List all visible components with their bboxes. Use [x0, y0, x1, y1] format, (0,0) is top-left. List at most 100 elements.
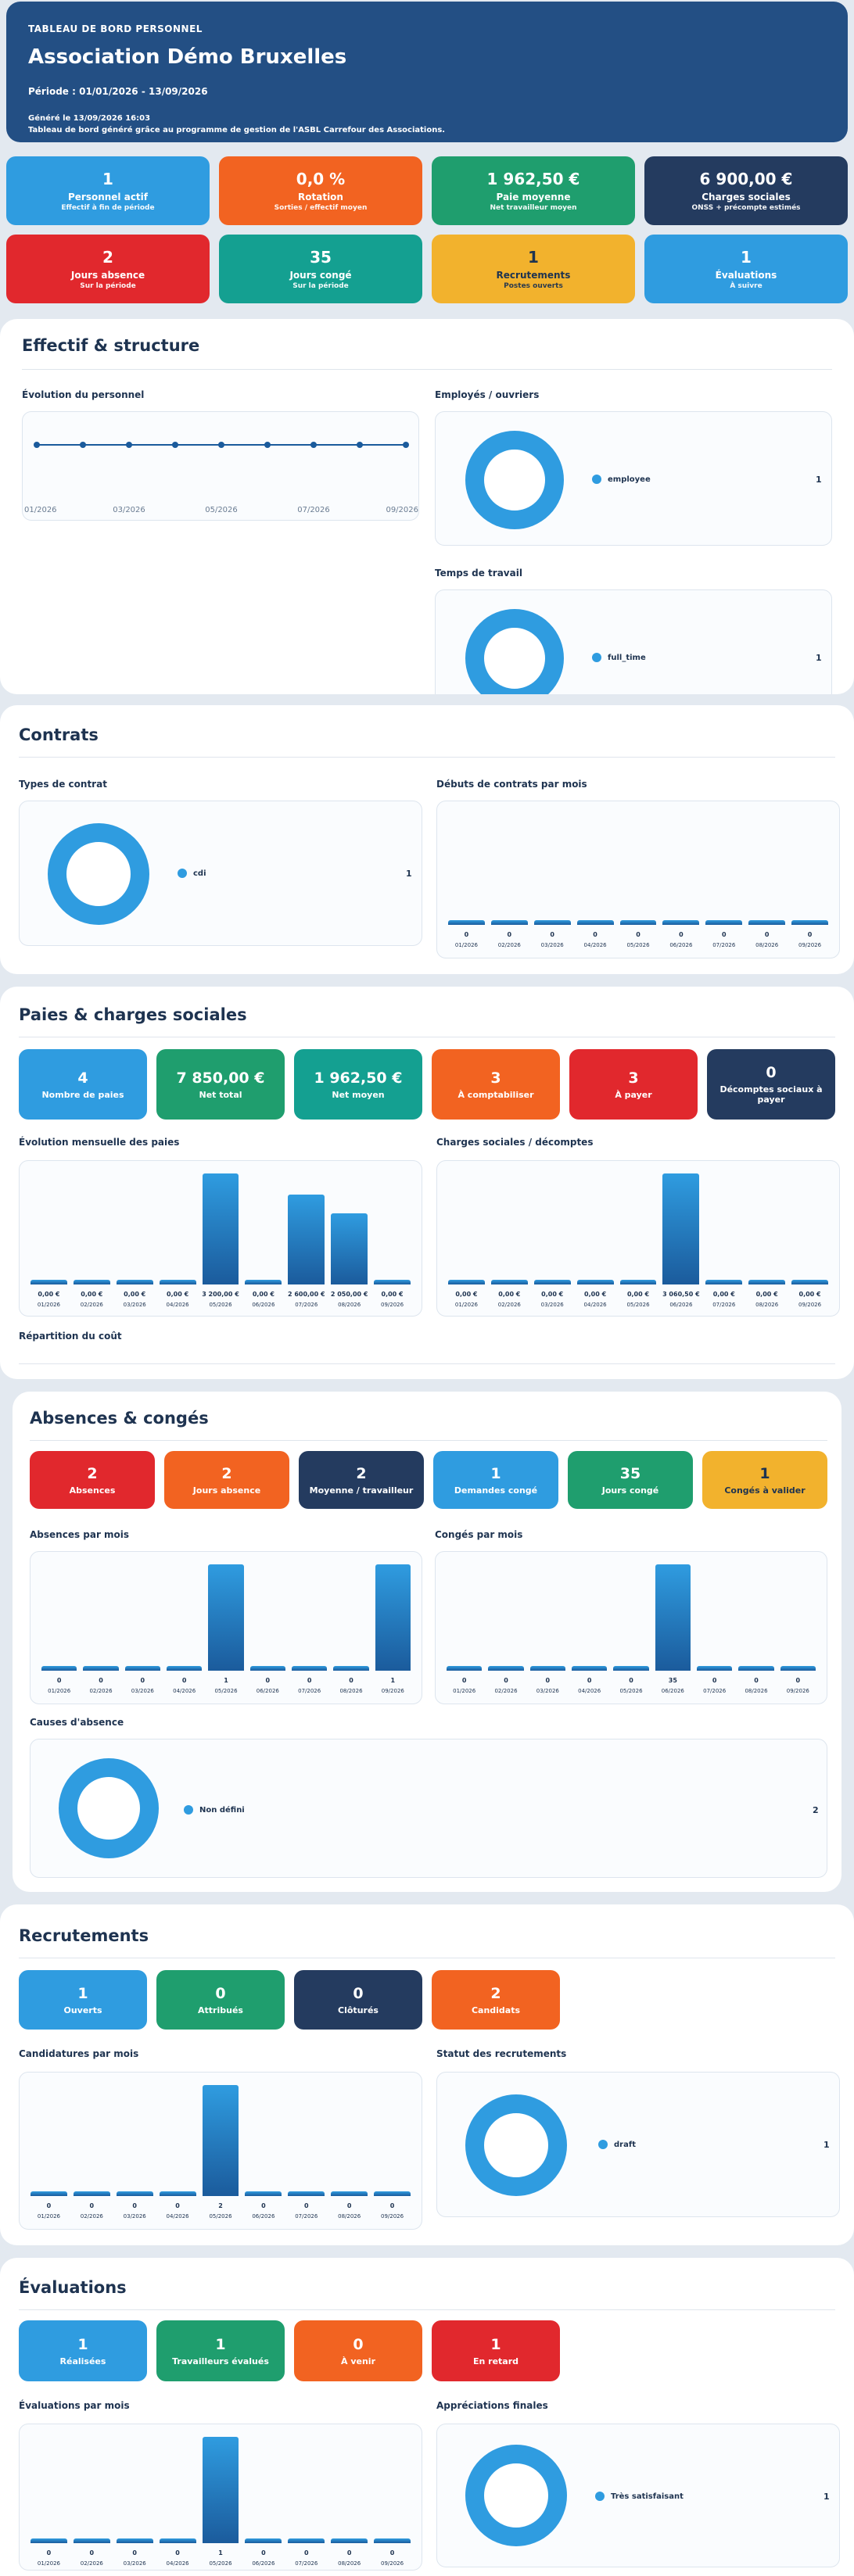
- bar-value-label: 0: [389, 2202, 395, 2209]
- line-point-09-2026: [403, 442, 409, 448]
- bar-month-label: 03/2026: [123, 1302, 146, 1308]
- kpi-label: Absences: [69, 1485, 116, 1496]
- bar-chart-conges-mois: 0 01/2026 0 02/2026 0 03/2026 0 04/2026 0 05/2026…: [435, 1551, 827, 1704]
- legend-dot: [592, 475, 601, 484]
- bar-value-label: 0: [504, 1677, 508, 1684]
- kpi-label: Recrutements: [496, 270, 571, 281]
- panel-title-evolution-paies: Évolution mensuelle des paies: [19, 1137, 180, 1148]
- line-point-05-2026: [218, 442, 224, 448]
- legend-value-tres-satisfaisant: 1: [824, 2492, 830, 2502]
- bar-09-2026: [374, 2191, 411, 2196]
- bar-value-label: 0,00 €: [626, 1291, 650, 1298]
- panel-title-statut-recrutements: Statut des recrutements: [436, 2048, 567, 2059]
- bar-09-2026: [780, 1666, 816, 1671]
- page-title: Association Démo Bruxelles: [28, 45, 347, 69]
- bar-month-label: 08/2026: [755, 942, 779, 948]
- bar-month-label: 01/2026: [37, 2560, 60, 2567]
- kpi-card-a-venir: 0 À venir: [294, 2320, 422, 2381]
- bar-03-2026: [533, 1280, 571, 1284]
- bar-06-2026: [249, 1666, 285, 1671]
- line-point-04-2026: [172, 442, 178, 448]
- bar-02-2026: [488, 1666, 524, 1671]
- bar-month-label: 08/2026: [338, 2213, 361, 2220]
- bar-value-label: 0,00 €: [712, 1291, 735, 1298]
- bar-month-label: 07/2026: [298, 1688, 321, 1694]
- bar-02-2026: [490, 920, 528, 925]
- bar-09-2026: [374, 1280, 411, 1284]
- kpi-label: En retard: [472, 2356, 519, 2366]
- bar-value-label: 0,00 €: [541, 1291, 564, 1298]
- kpi-card-evaluations: 1 Évaluations À suivre: [644, 235, 848, 303]
- legend-label-employee: employee: [608, 475, 651, 484]
- kpi-value: 2: [102, 248, 113, 267]
- bar-value-label: 0: [265, 1677, 271, 1684]
- bar-chart-evaluations-mois: 0 01/2026 0 02/2026 0 03/2026 0 04/2026 1 05/2026…: [19, 2424, 422, 2571]
- bar-month-label: 03/2026: [131, 1688, 154, 1694]
- bar-06-2026: [655, 1564, 691, 1671]
- bar-month-label: 05/2026: [214, 1688, 238, 1694]
- bar-08-2026: [331, 1213, 368, 1284]
- bar-01-2026: [30, 1280, 67, 1284]
- donut-panel-appreciations: Très satisfaisant 1: [436, 2424, 840, 2567]
- bar-month-label: 04/2026: [166, 2560, 189, 2567]
- bar-month-label: 08/2026: [339, 1688, 363, 1694]
- kpi-label: Paie moyenne: [496, 192, 571, 202]
- bar-month-label: 09/2026: [381, 1302, 404, 1308]
- bar-value-label: 0: [349, 1677, 353, 1684]
- kpi-label: Jours absence: [192, 1485, 261, 1496]
- kpi-value: 3: [490, 1069, 501, 1087]
- kpi-card-jours-absence: 2 Jours absence: [164, 1451, 289, 1509]
- kpi-value: 1: [102, 170, 113, 188]
- x-tick-label: 09/2026: [386, 506, 418, 514]
- panel-title-conges-mois: Congés par mois: [435, 1529, 523, 1540]
- x-tick-label: 01/2026: [24, 506, 57, 514]
- generated-date: Généré le 13/09/2026 16:03: [28, 114, 151, 123]
- panel-title-candidatures: Candidatures par mois: [19, 2048, 139, 2059]
- bar-06-2026: [662, 1173, 700, 1284]
- bar-month-label: 02/2026: [80, 2213, 103, 2220]
- bar-value-label: 0: [46, 2549, 52, 2556]
- section-paies: Paies & charges sociales 4 Nombre de paie…: [0, 987, 854, 1379]
- legend-dot: [598, 2140, 608, 2149]
- kpi-label: Ouverts: [63, 2005, 102, 2015]
- kpi-value: 6 900,00 €: [699, 170, 793, 188]
- bar-month-label: 06/2026: [252, 1302, 275, 1308]
- kpi-label: Décomptes sociaux à payer: [719, 1084, 823, 1105]
- bar-07-2026: [288, 1194, 325, 1284]
- bar-08-2026: [748, 920, 786, 925]
- bar-value-label: 0: [303, 2549, 309, 2556]
- kpi-card-nombre-de-paies: 4 Nombre de paies: [19, 1049, 147, 1120]
- kpi-label: À payer: [615, 1089, 652, 1100]
- donut-chart-statut: [465, 2094, 567, 2196]
- bar-value-label: 0: [181, 1677, 187, 1684]
- bar-value-label: 0: [175, 2549, 180, 2556]
- bar-month-label: 09/2026: [381, 1688, 404, 1694]
- kpi-value: 1: [528, 248, 539, 267]
- bar-05-2026: [619, 920, 657, 925]
- bar-month-label: 03/2026: [123, 2560, 146, 2567]
- panel-title-appreciations: Appréciations finales: [436, 2400, 548, 2411]
- kpi-label: Charges sociales: [702, 192, 791, 202]
- kpi-value: 7 850,00 €: [176, 1069, 265, 1087]
- legend-label-cdi: cdi: [193, 869, 206, 878]
- bar-month-label: 03/2026: [540, 942, 564, 948]
- bar-month-label: 05/2026: [626, 1302, 650, 1308]
- dashboard-header: TABLEAU DE BORD PERSONNEL Association Dé…: [6, 2, 848, 142]
- kpi-label: Rotation: [298, 192, 343, 202]
- bar-value-label: 1: [224, 1677, 228, 1684]
- bar-value-label: 0: [56, 1677, 62, 1684]
- kpi-card-jours-conge: 35 Jours congé: [568, 1451, 693, 1509]
- kpi-value: 1: [490, 2335, 501, 2353]
- bar-value-label: 1: [390, 1677, 396, 1684]
- kpi-value: 2: [356, 1464, 367, 1482]
- bar-value-label: 0,00 €: [498, 1291, 521, 1298]
- bar-01-2026: [448, 1280, 485, 1284]
- legend-dot: [178, 869, 187, 878]
- kpi-value: 2: [87, 1464, 98, 1482]
- kpi-card-rotation: 0,0 % Rotation Sorties / effectif moyen: [219, 156, 422, 225]
- bar-month-label: 04/2026: [578, 1688, 601, 1694]
- bar-month-label: 07/2026: [703, 1688, 727, 1694]
- bar-month-label: 08/2026: [338, 2560, 361, 2567]
- kpi-card-moyenne-travailleur: 2 Moyenne / travailleur: [299, 1451, 424, 1509]
- kpi-sublabel: ONSS + précompte estimés: [691, 204, 801, 212]
